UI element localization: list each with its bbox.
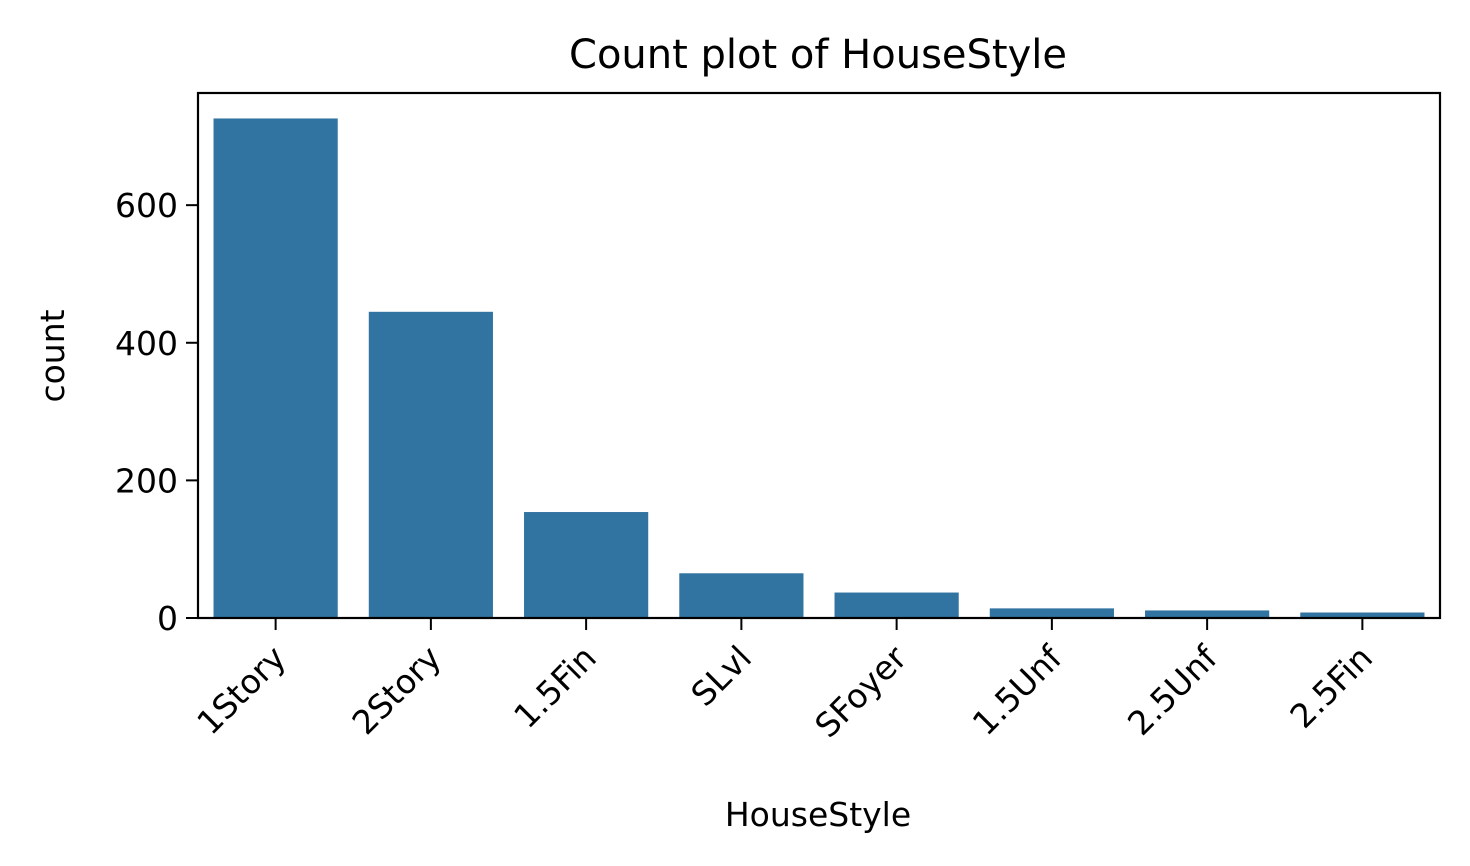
bars-group [213,118,1425,619]
plot-frame [196,91,1442,620]
x-axis-ticks: 1Story 2Story 1.5Fin SLvl SFoyer 1.5Unf 2.5Unf… [189,618,1380,745]
bar-2.5Fin [1300,612,1425,618]
x-tick-label: SLvl [683,638,759,714]
bar-SLvl [679,573,804,618]
y-tick-label: 400 [115,324,178,363]
x-tick-label: 2.5Unf [1120,637,1226,743]
x-tick-label: 2Story [344,638,448,742]
y-axis-ticks: 0 200 400 600 [115,186,198,638]
x-tick-label: 1.5Unf [965,637,1071,743]
x-axis-label: HouseStyle [725,795,911,834]
bar-SFoyer [834,592,959,618]
chart-title: Count plot of HouseStyle [569,32,1067,78]
y-tick-label: 0 [157,599,178,638]
bar-2.5Unf [1145,610,1270,618]
x-tick-label: 1Story [189,638,293,742]
bar-1.5Unf [989,608,1114,618]
y-tick-label: 600 [115,186,178,225]
x-tick-label: 2.5Fin [1282,638,1380,736]
bar-1Story [213,118,338,619]
bar-1.5Fin [524,512,649,618]
y-tick-label: 200 [115,461,178,500]
x-tick-label: 1.5Fin [506,638,604,736]
x-tick-label: SFoyer [807,638,914,745]
y-axis-label: count [33,309,72,402]
bar-2Story [368,311,493,618]
